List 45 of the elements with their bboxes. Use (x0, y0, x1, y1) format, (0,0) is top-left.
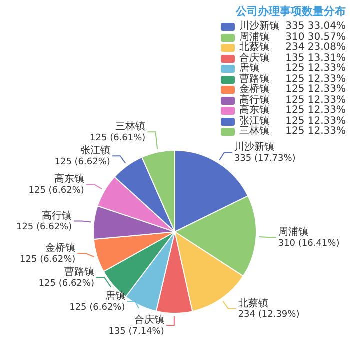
legend-label: 川沙新镇 (238, 21, 281, 32)
slice-label: 北蔡镇 (238, 297, 268, 310)
data-label: 335 (17.73%) (234, 154, 296, 164)
text: 125 12.33% (284, 84, 346, 96)
text: 125 12.33% (284, 116, 346, 126)
legend-label: 合庆镇 (238, 52, 271, 64)
slice-label: 曹路镇 (64, 266, 94, 278)
slice-label: 唐镇 (105, 290, 126, 302)
data-label: 125 (6.62%) (28, 186, 84, 196)
slice-label: 张江镇 (80, 144, 110, 157)
text: 125 12.33% (284, 63, 346, 74)
legend-label: 曹路镇 (238, 74, 271, 84)
legend-label: 北蔡镇 (238, 42, 271, 53)
data-label: 310 (16.41%) (278, 238, 340, 249)
data-label: 125 (6.62%) (16, 222, 72, 233)
legend-label: 金桥镇 (238, 84, 271, 95)
legend-label: 张江镇 (238, 116, 271, 126)
text: 335 33.04% (284, 21, 346, 32)
data-label: 125 (6.62%) (20, 254, 76, 265)
data-label: 135 (7.14%) (108, 326, 164, 337)
legend-label: 唐镇 (238, 63, 260, 74)
legend-label: 高行镇 (238, 94, 271, 106)
text: 135 13.31% (284, 52, 346, 64)
text: 310 30.57% (284, 32, 346, 42)
text: 125 12.33% (284, 94, 346, 106)
text: 234 23.08% (284, 42, 346, 54)
chart-title: 公司办理事项数量分布 (234, 4, 346, 19)
legend-label: 周浦镇 (238, 32, 271, 42)
data-label: 125 (6.62%) (70, 302, 126, 313)
slice-label: 三林镇 (116, 120, 146, 133)
data-label: 234 (12.39%) (238, 310, 300, 320)
data-label: 125 (6.61%) (90, 133, 146, 144)
text: 125 12.33% (284, 126, 346, 138)
text: 125 12.33% (284, 105, 346, 116)
slice-label: 合庆镇 (134, 314, 164, 326)
slice-label: 金桥镇 (46, 242, 76, 254)
slice-label: 高东镇 (54, 173, 84, 186)
slice-label: 周浦镇 (278, 226, 308, 238)
data-label: 125 (6.62%) (54, 157, 110, 168)
legend-label: 三林镇 (238, 126, 271, 138)
slice-label: 高行镇 (42, 210, 72, 222)
slice-label: 川沙新镇 (234, 141, 274, 154)
legend-label: 高东镇 (238, 105, 271, 116)
text: 125 12.33% (284, 74, 346, 84)
data-label: 125 (6.62%) (38, 278, 94, 289)
